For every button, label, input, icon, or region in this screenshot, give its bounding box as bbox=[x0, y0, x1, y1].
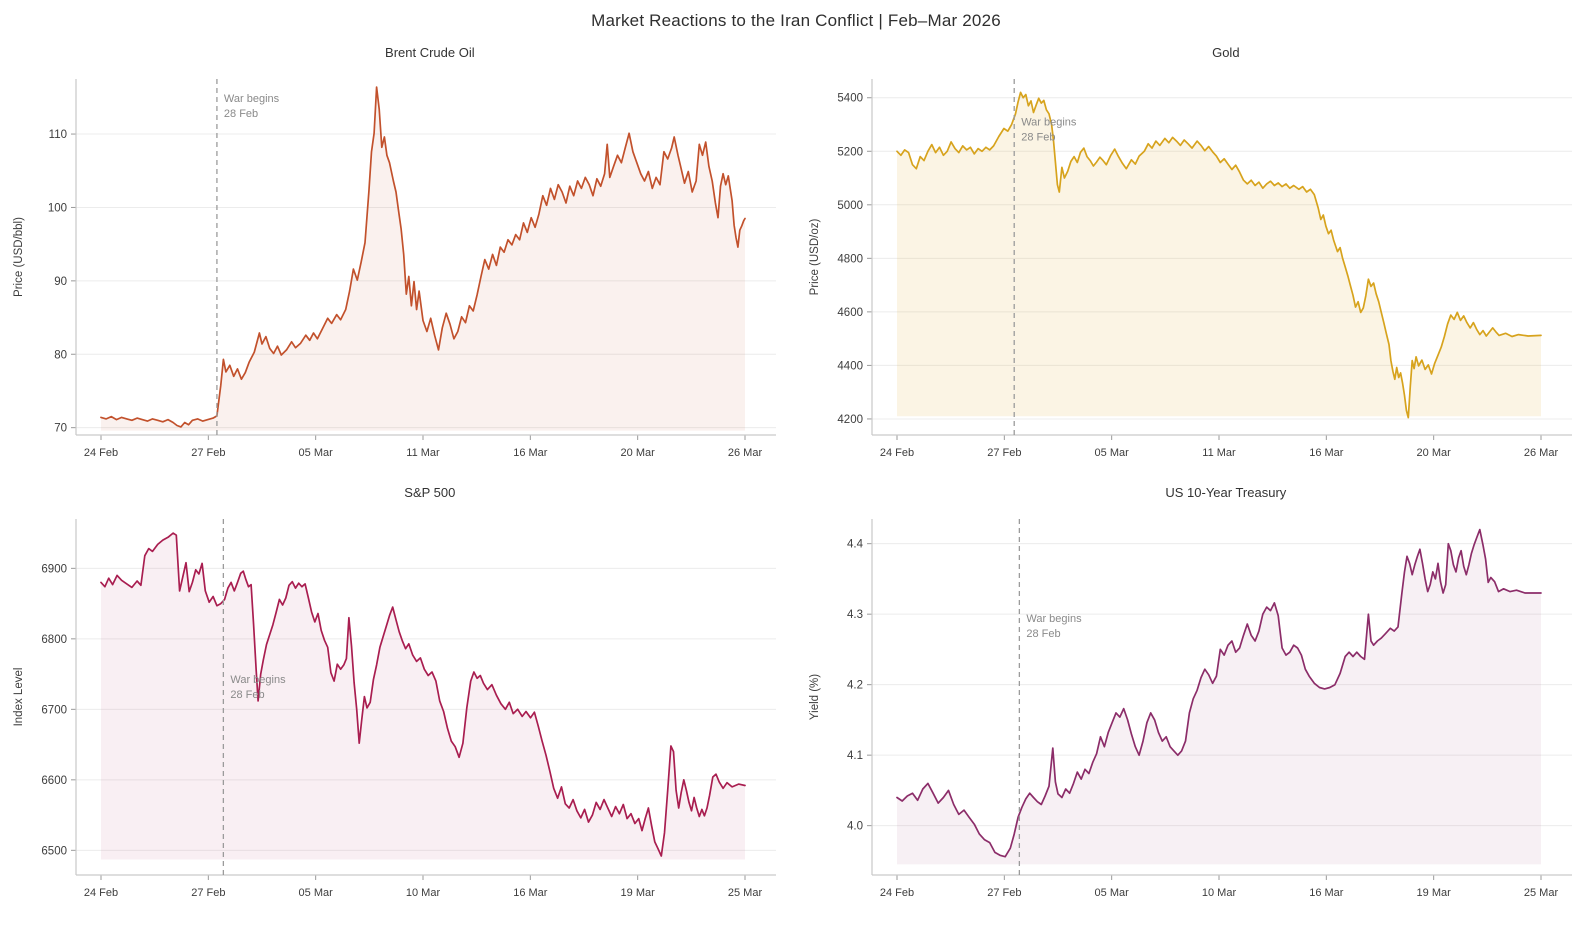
svg-text:26 Mar: 26 Mar bbox=[728, 447, 763, 459]
chart-title: S&P 500 bbox=[404, 485, 456, 500]
brent-crude-oil-plot: 70 80 90 100 110 24 Feb 27 Feb 05 Mar 11 Mar 16 M… bbox=[13, 79, 776, 459]
svg-text:100: 100 bbox=[48, 202, 67, 214]
svg-text:27 Feb: 27 Feb bbox=[987, 447, 1021, 459]
svg-text:20 Mar: 20 Mar bbox=[1417, 447, 1452, 459]
svg-text:6600: 6600 bbox=[41, 775, 67, 787]
svg-text:4.1: 4.1 bbox=[847, 750, 863, 762]
chart-title: Brent Crude Oil bbox=[385, 45, 475, 60]
svg-text:Yield (%): Yield (%) bbox=[809, 674, 821, 720]
chart-title: Gold bbox=[1212, 45, 1240, 60]
svg-text:24 Feb: 24 Feb bbox=[84, 887, 118, 899]
svg-text:4.3: 4.3 bbox=[847, 609, 863, 621]
chart-title: US 10-Year Treasury bbox=[1165, 485, 1287, 500]
svg-text:16 Mar: 16 Mar bbox=[1309, 887, 1344, 899]
svg-text:Index Level: Index Level bbox=[13, 668, 25, 727]
svg-text:90: 90 bbox=[54, 276, 67, 288]
svg-text:4.0: 4.0 bbox=[847, 821, 863, 833]
svg-text:War begins: War begins bbox=[224, 93, 280, 105]
svg-text:5200: 5200 bbox=[837, 146, 863, 158]
svg-text:Price (USD/bbl): Price (USD/bbl) bbox=[13, 217, 25, 297]
page-header: Market Reactions to the Iran Conflict | … bbox=[0, 0, 1592, 37]
chart-panel-us-10y-treasury: US 10-Year Treasury 4.0 4.1 4.2 4.3 4.4 24 Fe… bbox=[796, 477, 1592, 917]
gold-plot: 4200 4400 4600 4800 5000 5200 5400 24 Feb 27 Feb… bbox=[809, 79, 1572, 459]
sp500-plot: 6500 6600 6700 6800 6900 24 Feb 27 Feb 05 Mar 10… bbox=[13, 519, 776, 899]
svg-text:11 Mar: 11 Mar bbox=[406, 447, 440, 459]
svg-text:28 Feb: 28 Feb bbox=[1021, 131, 1055, 143]
svg-text:27 Feb: 27 Feb bbox=[191, 447, 225, 459]
svg-text:5000: 5000 bbox=[837, 200, 863, 212]
svg-text:16 Mar: 16 Mar bbox=[513, 887, 548, 899]
svg-text:4800: 4800 bbox=[837, 253, 863, 265]
svg-text:24 Feb: 24 Feb bbox=[880, 887, 914, 899]
svg-text:6700: 6700 bbox=[41, 704, 67, 716]
svg-text:4600: 4600 bbox=[837, 307, 863, 319]
svg-text:War begins: War begins bbox=[230, 674, 286, 686]
svg-text:War begins: War begins bbox=[1026, 613, 1082, 625]
svg-text:20 Mar: 20 Mar bbox=[621, 447, 656, 459]
page-title: Market Reactions to the Iran Conflict | … bbox=[591, 11, 1001, 30]
svg-text:25 Mar: 25 Mar bbox=[728, 887, 763, 899]
charts-grid: Brent Crude Oil 70 80 90 100 110 24 Feb 27 Feb… bbox=[0, 37, 1592, 917]
svg-text:6800: 6800 bbox=[41, 634, 67, 646]
svg-text:28 Feb: 28 Feb bbox=[230, 689, 264, 701]
svg-text:27 Feb: 27 Feb bbox=[191, 887, 225, 899]
svg-text:19 Mar: 19 Mar bbox=[621, 887, 656, 899]
svg-text:Price (USD/oz): Price (USD/oz) bbox=[809, 218, 821, 295]
svg-text:26 Mar: 26 Mar bbox=[1524, 447, 1559, 459]
us-10y-treasury-plot: 4.0 4.1 4.2 4.3 4.4 24 Feb 27 Feb 05 Mar 10 Mar 1… bbox=[809, 519, 1572, 899]
chart-panel-gold: Gold 4200 4400 4600 4800 5000 5200 5400 24 Feb 2… bbox=[796, 37, 1592, 477]
svg-text:27 Feb: 27 Feb bbox=[987, 887, 1021, 899]
svg-text:70: 70 bbox=[54, 423, 67, 435]
svg-text:24 Feb: 24 Feb bbox=[880, 447, 914, 459]
svg-text:6500: 6500 bbox=[41, 845, 67, 857]
svg-text:10 Mar: 10 Mar bbox=[1202, 887, 1237, 899]
svg-text:05 Mar: 05 Mar bbox=[1095, 887, 1130, 899]
svg-text:110: 110 bbox=[49, 129, 67, 141]
svg-text:4.4: 4.4 bbox=[847, 539, 864, 551]
chart-panel-sp500: S&P 500 6500 6600 6700 6800 6900 24 Feb 27 Feb… bbox=[0, 477, 796, 917]
svg-text:4400: 4400 bbox=[837, 360, 863, 372]
svg-text:28 Feb: 28 Feb bbox=[1026, 628, 1060, 640]
svg-text:28 Feb: 28 Feb bbox=[224, 108, 258, 120]
chart-panel-brent-crude-oil: Brent Crude Oil 70 80 90 100 110 24 Feb 27 Feb… bbox=[0, 37, 796, 477]
svg-text:4.2: 4.2 bbox=[847, 680, 863, 692]
svg-text:25 Mar: 25 Mar bbox=[1524, 887, 1559, 899]
svg-text:5400: 5400 bbox=[837, 93, 863, 105]
svg-text:6900: 6900 bbox=[41, 563, 67, 575]
svg-text:16 Mar: 16 Mar bbox=[513, 447, 548, 459]
svg-text:80: 80 bbox=[54, 349, 67, 361]
svg-text:05 Mar: 05 Mar bbox=[299, 887, 334, 899]
svg-text:05 Mar: 05 Mar bbox=[1095, 447, 1130, 459]
svg-text:16 Mar: 16 Mar bbox=[1309, 447, 1344, 459]
svg-text:24 Feb: 24 Feb bbox=[84, 447, 118, 459]
svg-text:05 Mar: 05 Mar bbox=[299, 447, 334, 459]
svg-text:4200: 4200 bbox=[837, 414, 863, 426]
svg-text:War begins: War begins bbox=[1021, 116, 1077, 128]
svg-text:10 Mar: 10 Mar bbox=[406, 887, 441, 899]
svg-text:11 Mar: 11 Mar bbox=[1202, 447, 1236, 459]
svg-text:19 Mar: 19 Mar bbox=[1417, 887, 1452, 899]
